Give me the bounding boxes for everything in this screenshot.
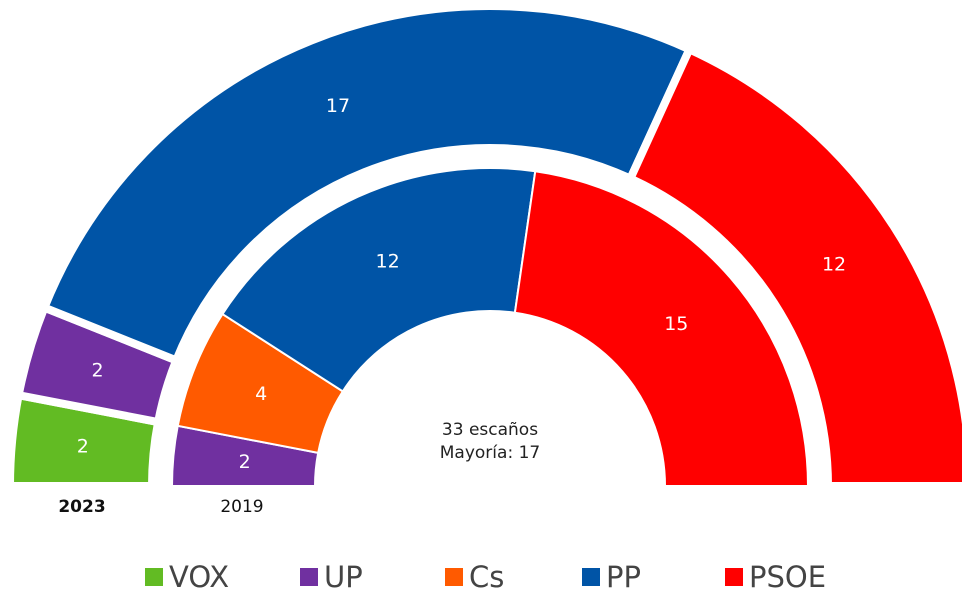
legend-swatch: [582, 568, 600, 586]
legend-label: PP: [606, 560, 641, 594]
seat-segment: [221, 167, 537, 393]
legend-label: Cs: [469, 560, 504, 594]
seat-segment: [39, 2, 695, 366]
value-label: 15: [664, 313, 688, 335]
legend-swatch: [300, 568, 318, 586]
value-label: 12: [376, 250, 400, 272]
legend-label: VOX: [169, 560, 229, 594]
legend-swatch: [145, 568, 163, 586]
value-label: 2: [239, 451, 251, 473]
seat-segment: [513, 170, 810, 487]
center-text: Mayoría: 17: [440, 443, 540, 463]
value-label: 12: [822, 253, 846, 275]
value-label: 17: [326, 95, 350, 117]
legend-swatch: [445, 568, 463, 586]
legend-label: PSOE: [749, 560, 826, 594]
legend-swatch: [725, 568, 743, 586]
seat-segment: [625, 44, 962, 490]
value-label: 2: [77, 436, 89, 458]
center-text: 33 escaños: [442, 420, 538, 440]
value-label: 2: [92, 359, 104, 381]
ring-label: 2023: [58, 497, 105, 517]
legend-label: UP: [324, 560, 363, 594]
value-label: 4: [255, 383, 267, 405]
ring-label: 2019: [220, 497, 263, 517]
